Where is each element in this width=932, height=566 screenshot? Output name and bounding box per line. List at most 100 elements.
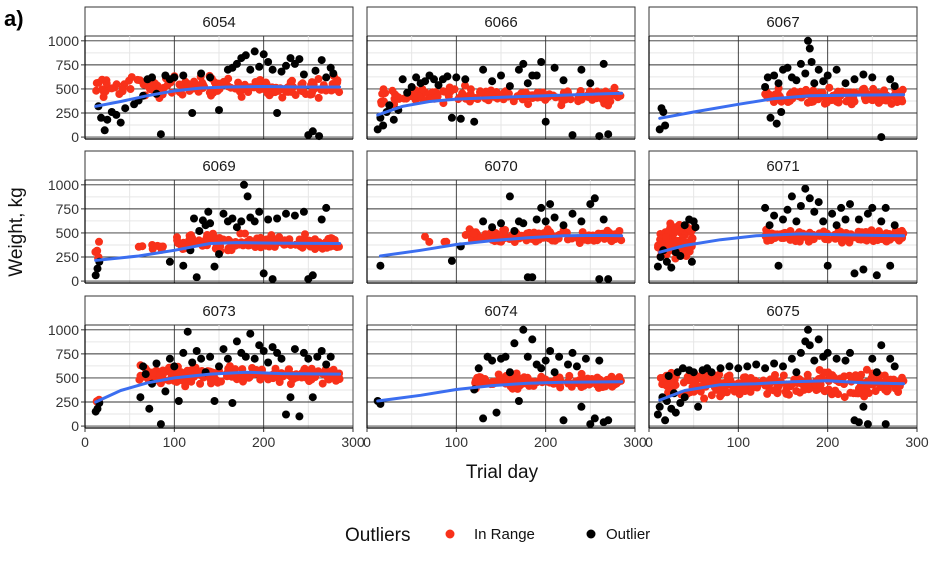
outlier-point	[837, 203, 846, 212]
in-range-point	[507, 374, 516, 383]
y-tick-label: 0	[71, 129, 79, 145]
in-range-point	[654, 241, 663, 250]
outlier-point	[550, 63, 559, 72]
in-range-point	[379, 85, 388, 94]
outlier-point	[461, 75, 470, 84]
outlier-point	[604, 416, 613, 425]
outlier-point	[537, 364, 546, 373]
in-range-point	[318, 379, 327, 388]
outlier-point	[190, 214, 198, 223]
outlier-point	[434, 81, 443, 90]
outlier-point	[215, 362, 223, 371]
x-tick-label: 300	[623, 434, 647, 450]
outlier-point	[796, 59, 805, 68]
facet-strip	[84, 150, 354, 181]
outlier-point	[528, 273, 537, 282]
in-range-point	[466, 85, 475, 94]
outlier-point	[295, 412, 304, 421]
in-range-point	[298, 243, 307, 252]
outlier-point	[376, 261, 385, 270]
outlier-point	[116, 118, 125, 127]
in-range-point	[867, 226, 876, 235]
outlier-point	[447, 256, 456, 265]
outlier-point	[564, 360, 572, 369]
outlier-point	[765, 221, 774, 230]
outlier-point	[299, 207, 308, 216]
outlier-point	[877, 133, 886, 142]
outlier-point	[559, 416, 568, 425]
in-range-point	[664, 388, 673, 397]
outlier-point	[770, 359, 779, 368]
in-range-point	[662, 233, 670, 241]
outlier-point	[152, 359, 161, 368]
outlier-point	[859, 70, 868, 79]
outlier-point	[832, 65, 841, 74]
outlier-point	[215, 106, 223, 115]
in-range-point	[148, 368, 157, 377]
in-range-point	[565, 371, 574, 380]
outlier-point	[241, 352, 250, 361]
outlier-point	[656, 253, 665, 261]
in-range-point	[831, 386, 840, 395]
outlier-point	[514, 397, 523, 405]
outlier-point	[223, 354, 232, 363]
outlier-point	[559, 221, 568, 230]
outlier-point	[586, 79, 595, 88]
outlier-point	[219, 209, 228, 218]
outlier-point	[264, 358, 273, 367]
in-range-point	[395, 94, 403, 103]
in-range-point	[107, 84, 116, 93]
in-range-point	[271, 88, 280, 97]
outlier-point	[443, 72, 452, 81]
outlier-point	[725, 362, 734, 371]
outlier-point	[655, 402, 664, 411]
outlier-point	[188, 358, 197, 367]
smooth-line	[376, 91, 624, 117]
in-range-point	[245, 373, 254, 382]
in-range-point	[876, 94, 885, 103]
outlier-point	[599, 215, 608, 224]
outlier-point	[403, 88, 412, 97]
outlier-point	[774, 79, 783, 88]
outlier-point	[707, 368, 716, 377]
in-range-point	[173, 368, 182, 377]
outlier-point	[210, 262, 219, 271]
in-range-point	[175, 80, 184, 89]
in-range-point	[832, 97, 841, 106]
in-range-point	[234, 78, 243, 87]
outlier-point	[232, 59, 241, 68]
outlier-point	[317, 215, 326, 224]
in-range-point	[666, 219, 675, 228]
in-range-point	[580, 235, 589, 244]
outlier-point	[653, 262, 662, 271]
in-range-point	[771, 371, 779, 379]
outlier-point	[317, 56, 326, 65]
in-range-point	[207, 91, 215, 100]
in-range-point	[807, 98, 816, 106]
y-tick-label: 250	[56, 249, 80, 265]
in-range-point	[588, 95, 597, 104]
outlier-point	[264, 58, 273, 66]
in-range-point	[769, 386, 778, 395]
y-tick-label: 500	[56, 225, 80, 241]
outlier-point	[890, 221, 899, 230]
outlier-point	[572, 362, 581, 371]
outlier-point	[792, 368, 801, 377]
outlier-point	[268, 275, 277, 284]
y-tick-label: 250	[56, 105, 80, 121]
facet-panel-6071: 6071	[648, 150, 918, 284]
outlier-point	[100, 126, 109, 135]
outlier-point	[204, 207, 213, 216]
outlier-point	[846, 200, 854, 209]
outlier-point	[308, 271, 317, 280]
outlier-point	[550, 213, 559, 222]
outlier-point	[810, 356, 819, 365]
outlier-point	[268, 65, 277, 74]
outlier-point	[559, 76, 568, 85]
outlier-point	[586, 420, 595, 429]
in-range-point	[196, 379, 205, 388]
in-range-point	[679, 378, 688, 387]
legend-title: Outliers	[345, 525, 410, 546]
in-range-point	[898, 85, 907, 94]
outlier-point	[246, 65, 255, 74]
